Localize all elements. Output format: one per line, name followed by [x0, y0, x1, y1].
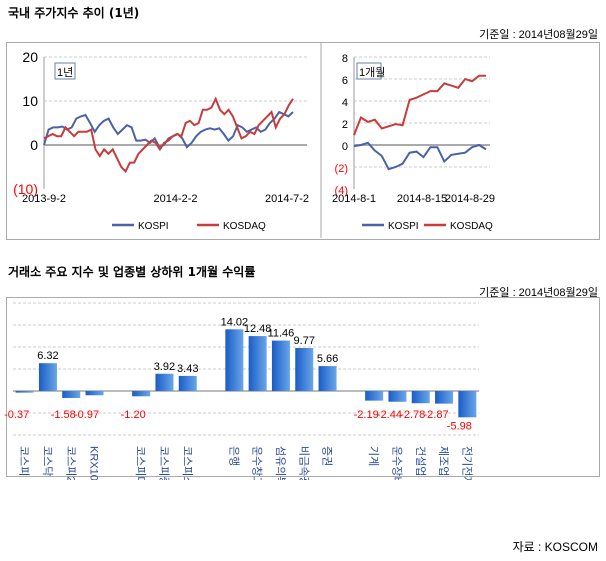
bar-value-label: -2.87 [424, 409, 449, 421]
category-label: 코스피중형주 [157, 446, 170, 480]
bar-value-label: -2.78 [400, 409, 425, 421]
bar [388, 391, 407, 402]
bar-value-label: -0.37 [4, 409, 29, 421]
category-label: 비금속광물제품 [297, 446, 310, 480]
bar [318, 366, 337, 391]
x-tick-label: 2014-8-15 [397, 193, 447, 205]
bar-value-label: 12.48 [244, 323, 272, 335]
series-line-kospi [353, 141, 487, 171]
series-line-kosdaq [353, 74, 486, 136]
bar [38, 363, 57, 391]
legend-label: KOSDAQ [450, 221, 493, 232]
series-line-kosdaq [43, 96, 294, 174]
period-badge-label: 1개월 [359, 66, 385, 79]
category-label: 전기전자 [460, 446, 473, 480]
bar-value-label: -1.58 [51, 409, 76, 421]
category-label: 코스피 [18, 446, 31, 476]
bar-value-label: -0.97 [74, 409, 99, 421]
y-tick-label: 0 [342, 141, 348, 153]
bar-chart: -0.37 코스피 6.32 코스닥 -1.58 코스피200 -0.97 KRX100 -1.… [4, 302, 479, 480]
bar [458, 391, 477, 418]
legend-label: KOSDAQ [223, 221, 266, 232]
y-tick-label: (2) [335, 163, 348, 175]
series-line-kospi [43, 110, 294, 149]
x-tick-label: 2014-8-1 [332, 193, 376, 205]
x-tick-label: 2014-8-29 [445, 193, 495, 205]
bar-value-label: 3.92 [154, 361, 175, 373]
period-badge [54, 62, 76, 80]
y-tick-label: 8 [342, 53, 348, 65]
section1-title: 국내 주가지수 추이 (1년) [8, 6, 140, 20]
x-tick-label: 2014-2-2 [153, 193, 197, 205]
section1-date: 기준일 : 2014년08월29일 [479, 29, 598, 41]
y-tick-label: 4 [342, 97, 348, 109]
period-badge-label: 1년 [57, 66, 73, 79]
bar [295, 348, 314, 391]
bar-value-label: -5.98 [447, 420, 472, 432]
y-tick-label: (4) [335, 185, 348, 197]
period-badge [356, 62, 382, 80]
bar [435, 391, 454, 404]
y-tick-label: 0 [30, 137, 38, 153]
category-label: 증권 [321, 446, 334, 466]
legend-label: KOSPI [138, 221, 169, 232]
x-tick-label: 2013-9-2 [22, 193, 66, 205]
bar [225, 329, 244, 391]
bar [85, 391, 104, 396]
bar [62, 391, 81, 398]
bar-chart-frame [6, 297, 600, 477]
category-label: 섬유의복 [274, 446, 287, 480]
x-tick-label: 2014-7-2 [265, 193, 309, 205]
bar-value-label: 9.77 [294, 335, 315, 347]
bar [365, 391, 384, 401]
bar [271, 340, 290, 391]
line-charts-frame [6, 42, 600, 240]
bar [15, 391, 34, 393]
y-tick-label: 6 [342, 75, 348, 87]
bar-value-label: -2.44 [377, 409, 402, 421]
y-tick-label: 20 [22, 49, 38, 65]
bar-value-label: 6.32 [37, 350, 58, 362]
bar-value-label: 11.46 [268, 328, 295, 340]
y-tick-label: (10) [13, 181, 38, 197]
category-label: 코스닥 [41, 446, 54, 476]
bar [411, 391, 430, 404]
bar-value-label: 14.02 [221, 316, 249, 328]
bar-value-label: 5.66 [317, 353, 338, 365]
y-tick-label: 2 [342, 119, 348, 131]
bar [155, 373, 174, 391]
category-label: KRX100 [88, 446, 100, 480]
category-label: 코스피소형주 [181, 446, 194, 480]
source: 자료 : KOSCOM [512, 540, 598, 554]
category-label: 기계 [367, 446, 380, 466]
y-tick-label: 10 [22, 93, 38, 109]
category-label: 코스피대형주 [134, 446, 147, 480]
category-label: 코스피200 [64, 446, 77, 480]
category-label: 은행 [227, 446, 240, 466]
section2-date: 기준일 : 2014년08월29일 [479, 287, 598, 299]
bar [178, 375, 197, 391]
legend-label: KOSPI [388, 221, 419, 232]
category-label: 운수창고업 [251, 446, 264, 480]
bar-value-label: 3.43 [177, 363, 198, 375]
bar-value-label: -1.20 [121, 409, 146, 421]
bar [248, 336, 267, 391]
bar-value-label: -2.19 [354, 409, 379, 421]
bar [132, 391, 151, 397]
section2-title: 거래소 주요 지수 및 업종별 상하위 1개월 수익률 [8, 265, 256, 279]
category-label: 건설업 [414, 446, 427, 476]
category-label: 운수장비 [390, 446, 403, 480]
category-label: 제조업 [437, 446, 450, 476]
